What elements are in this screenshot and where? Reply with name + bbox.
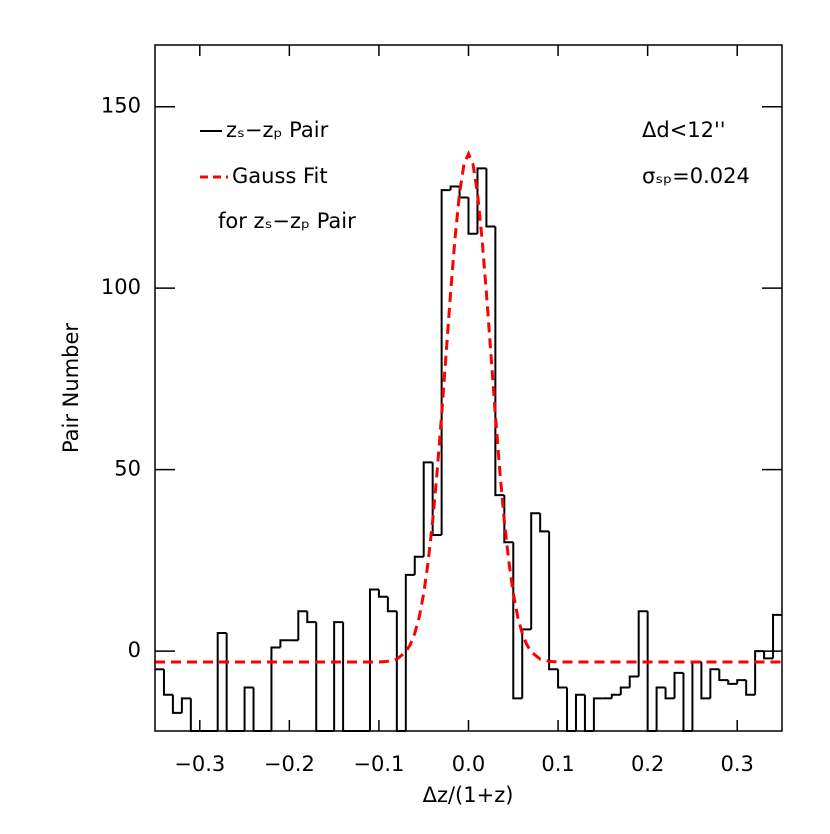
histogram-step	[171, 694, 182, 714]
histogram-step	[297, 610, 308, 641]
x-tick-label: 0.2	[631, 752, 664, 776]
histogram-step	[673, 671, 684, 699]
legend-label: zₛ−zₚ Pair	[226, 118, 329, 142]
histogram-step	[386, 596, 397, 613]
x-tick-label: 0.0	[452, 752, 485, 776]
histogram-step	[655, 686, 666, 731]
x-tick-label: 0.1	[541, 752, 574, 776]
histogram-step	[368, 588, 379, 731]
histogram-step	[216, 632, 227, 731]
histogram-step	[772, 613, 782, 659]
histogram-step	[709, 668, 720, 699]
x-tick-label: −0.2	[264, 752, 315, 776]
histogram-step	[162, 669, 173, 696]
histogram-step	[180, 697, 191, 713]
histogram-step	[574, 693, 585, 731]
x-tick-label: −0.1	[353, 752, 404, 776]
histogram-step	[664, 687, 675, 700]
histogram-step	[422, 461, 433, 557]
y-tick-label: 150	[101, 94, 141, 118]
histogram-step	[333, 621, 344, 731]
histogram-step	[548, 531, 559, 671]
histogram-step	[404, 573, 415, 731]
histogram-step	[306, 611, 317, 624]
histogram-step	[539, 513, 550, 533]
histogram-step	[718, 669, 729, 682]
histogram-step	[413, 555, 424, 575]
fit-line	[155, 150, 782, 664]
histogram-step	[530, 512, 541, 630]
histogram-step	[467, 197, 478, 235]
histogram-step	[449, 185, 460, 191]
y-tick-label: 0	[128, 638, 141, 662]
y-tick-label: 50	[114, 457, 141, 481]
histogram-step	[377, 589, 388, 598]
histogram-step	[476, 167, 487, 234]
x-axis-label: Δz/(1+z)	[423, 783, 514, 807]
x-tick-label: −0.3	[174, 752, 225, 776]
histogram-step	[637, 610, 648, 677]
histogram-step	[763, 651, 774, 660]
annotation: σₛₚ=0.024	[642, 164, 750, 188]
histogram-step	[270, 646, 281, 731]
histogram-step	[628, 675, 639, 688]
histogram-step	[243, 686, 254, 731]
histogram-step	[619, 686, 630, 695]
plot-frame	[154, 44, 783, 732]
histogram-step	[754, 650, 765, 695]
histogram-step	[610, 693, 621, 699]
histogram-step	[485, 168, 496, 228]
histogram-step	[557, 669, 568, 689]
annotation: Δd<12''	[642, 118, 726, 142]
x-tick-label: 0.3	[721, 752, 754, 776]
histogram-step	[503, 495, 514, 544]
histogram-step	[494, 226, 505, 497]
histogram-step	[592, 697, 603, 731]
y-tick-label: 100	[101, 275, 141, 299]
legend-note: for zₛ−zₚ Pair	[218, 209, 356, 233]
histogram-step	[431, 462, 442, 536]
y-axis-label: Pair Number	[59, 323, 83, 453]
legend-label: Gauss Fit	[232, 164, 328, 188]
histogram-step	[279, 639, 290, 648]
histogram-step	[745, 680, 756, 696]
histogram-step	[727, 680, 738, 685]
histogram-step	[736, 679, 747, 684]
histogram-step	[700, 662, 711, 700]
